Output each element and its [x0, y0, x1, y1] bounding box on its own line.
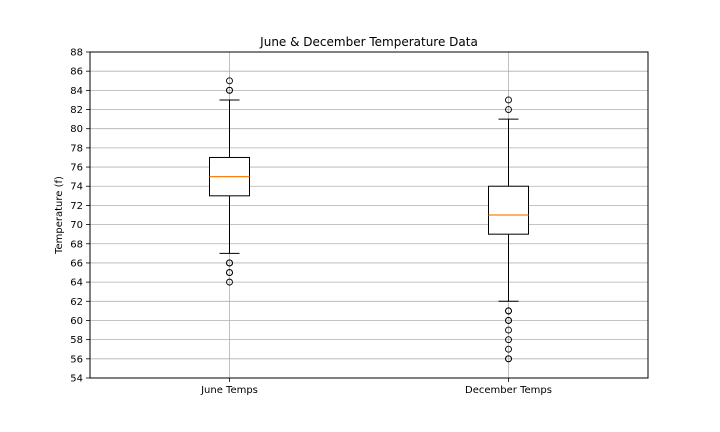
outlier-point	[226, 77, 233, 85]
y-tick-label: 58	[70, 335, 83, 346]
y-tick-label: 70	[70, 220, 83, 231]
x-tick-label: June Temps	[200, 385, 258, 396]
y-tick-label: 78	[70, 143, 83, 154]
outlier-point	[505, 336, 512, 344]
y-tick-label: 72	[70, 201, 83, 212]
outlier-point	[505, 307, 512, 315]
y-tick-label: 86	[70, 67, 83, 78]
y-tick-label: 62	[70, 297, 83, 308]
y-tick-label: 64	[70, 278, 83, 289]
y-tick-label: 80	[70, 124, 83, 135]
outlier-point	[505, 345, 512, 353]
outlier-point	[505, 96, 512, 104]
axis-ticks: 54 56 58 60 62 64 66 68 70 72 74 76 78 80 82 84 86 88 June…	[70, 48, 552, 397]
y-tick-label: 76	[70, 163, 83, 174]
y-tick-label: 54	[70, 374, 83, 385]
y-tick-label: 88	[70, 48, 83, 59]
y-tick-label: 56	[70, 354, 83, 365]
iqr-box	[488, 185, 529, 235]
outlier-point	[505, 355, 512, 363]
y-tick-label: 84	[70, 86, 83, 97]
outlier-point	[226, 259, 233, 267]
plot-area-frame	[89, 51, 649, 379]
y-tick-label: 82	[70, 105, 83, 116]
outlier-point	[226, 86, 233, 94]
y-tick-label: 60	[70, 316, 83, 327]
outlier-point	[226, 269, 233, 276]
box-group	[488, 96, 529, 363]
outlier-point	[226, 278, 233, 286]
x-tick-label: December Temps	[465, 385, 552, 396]
y-tick-label: 68	[70, 239, 83, 250]
box-group	[209, 77, 250, 286]
y-tick-label: 66	[70, 258, 83, 269]
y-tick-label: 74	[70, 182, 83, 193]
outlier-point	[505, 106, 512, 113]
outlier-point	[505, 317, 512, 324]
chart-title: June & December Temperature Data	[259, 35, 478, 49]
y-axis-label: Temperature (f)	[54, 176, 65, 255]
outlier-point	[505, 326, 512, 334]
box-elements	[209, 77, 529, 363]
